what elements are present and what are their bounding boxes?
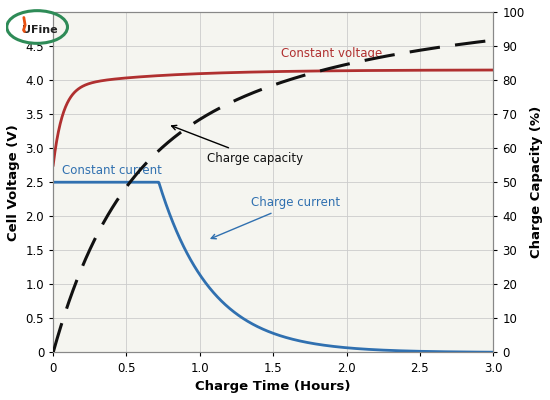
Text: Constant voltage: Constant voltage bbox=[280, 47, 382, 60]
X-axis label: Charge Time (Hours): Charge Time (Hours) bbox=[195, 380, 351, 393]
Y-axis label: Cell Voltage (V): Cell Voltage (V) bbox=[7, 124, 20, 240]
Text: Constant current: Constant current bbox=[62, 164, 162, 177]
Y-axis label: Charge Capacity (%): Charge Capacity (%) bbox=[530, 106, 543, 258]
Text: UFine: UFine bbox=[22, 25, 57, 35]
Text: Charge current: Charge current bbox=[211, 196, 340, 239]
Text: Charge capacity: Charge capacity bbox=[172, 125, 303, 164]
